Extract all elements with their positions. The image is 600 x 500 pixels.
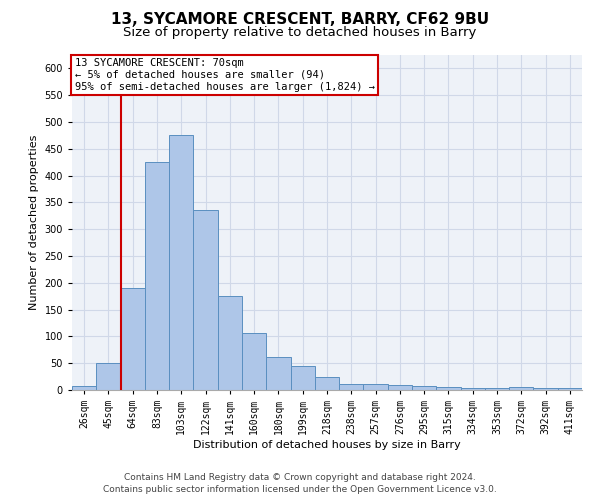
Bar (461, 388, 485, 390)
Bar (339, 384, 364, 390)
Bar (388, 385, 412, 390)
Bar (169, 136, 193, 390)
X-axis label: Distribution of detached houses by size in Barry: Distribution of detached houses by size … (193, 440, 461, 450)
Text: Contains HM Land Registry data © Crown copyright and database right 2024.
Contai: Contains HM Land Registry data © Crown c… (103, 472, 497, 494)
Bar (436, 388, 461, 390)
Bar (485, 388, 509, 390)
Text: Size of property relative to detached houses in Barry: Size of property relative to detached ho… (124, 26, 476, 39)
Bar (218, 296, 242, 390)
Bar (509, 387, 533, 390)
Bar (364, 384, 388, 390)
Bar (290, 366, 315, 390)
Bar (72, 386, 96, 390)
Bar (96, 362, 121, 390)
Bar (242, 332, 266, 390)
Bar (266, 357, 290, 390)
Text: 13, SYCAMORE CRESCENT, BARRY, CF62 9BU: 13, SYCAMORE CRESCENT, BARRY, CF62 9BU (111, 12, 489, 28)
Bar (121, 288, 145, 390)
Bar (558, 388, 582, 390)
Bar (315, 377, 339, 390)
Bar (145, 162, 169, 390)
Bar (412, 386, 436, 390)
Bar (533, 388, 558, 390)
Text: 13 SYCAMORE CRESCENT: 70sqm
← 5% of detached houses are smaller (94)
95% of semi: 13 SYCAMORE CRESCENT: 70sqm ← 5% of deta… (74, 58, 374, 92)
Y-axis label: Number of detached properties: Number of detached properties (29, 135, 39, 310)
Bar (193, 210, 218, 390)
